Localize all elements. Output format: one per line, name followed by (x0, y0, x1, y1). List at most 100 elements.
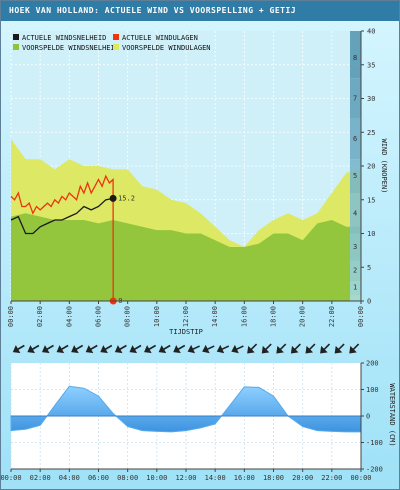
arrow-icon (173, 344, 186, 354)
tide-x-tick-label: 02:00 (30, 474, 51, 482)
legend-entry: VOORSPELDE WINDSNELHEID (22, 44, 119, 52)
beaufort-tick-label: 1 (353, 284, 357, 292)
wind-x-tick-label: 18:00 (270, 306, 278, 327)
wind-x-tick-label: 00:00 (7, 306, 15, 327)
arrow-shape (85, 344, 98, 354)
arrow-icon (276, 343, 287, 354)
arrow-shape (173, 344, 186, 354)
legend: ACTUELE WINDSNELHEID ACTUELE WINDULAGENVO… (13, 34, 211, 52)
wind-y-tick-label: 30 (367, 95, 375, 103)
tide-x-tick-label: 14:00 (205, 474, 226, 482)
tide-y-tick-label: 200 (366, 360, 379, 368)
arrow-shape (27, 344, 40, 354)
arrow-icon (12, 344, 25, 354)
arrow-shape (334, 343, 345, 354)
arrow-icon (216, 344, 230, 354)
arrow-icon (305, 343, 316, 354)
arrow-icon (27, 344, 40, 354)
arrow-icon (71, 344, 84, 354)
wind-y-tick-label: 35 (367, 61, 375, 69)
tide-area (10, 385, 362, 433)
current-speed-point (109, 194, 117, 202)
arrow-icon (320, 343, 331, 354)
arrow-icon (261, 343, 272, 354)
arrow-icon (56, 344, 69, 354)
wind-x-tick-label: 20:00 (299, 306, 307, 327)
wind-x-tick-label: 00:00 (357, 306, 365, 327)
tide-x-tick-label: 08:00 (117, 474, 138, 482)
arrow-icon (290, 343, 301, 354)
tide-y-tick-label: 100 (366, 386, 379, 394)
wind-y-tick-label: 10 (367, 230, 375, 238)
actual-gust-line (10, 174, 114, 302)
beaufort-scale: 1 2 3 4 5 6 7 8 (350, 31, 361, 301)
arrow-shape (216, 344, 230, 354)
arrow-shape (41, 344, 54, 354)
wind-x-tick-label: 04:00 (65, 306, 73, 327)
beaufort-band (350, 78, 361, 119)
arrow-shape (349, 343, 360, 354)
tide-x-tick-label: 16:00 (234, 474, 255, 482)
beaufort-tick-label: 6 (353, 135, 357, 143)
arrow-shape (100, 344, 113, 354)
wind-x-tick-label: 22:00 (328, 306, 336, 327)
tide-x-tick-label: 18:00 (263, 474, 284, 482)
legend-square-marker-icon (113, 44, 119, 50)
wind-x-tick-label: 14:00 (211, 306, 219, 327)
tide-x-tick-label: 00:00 (1, 474, 22, 482)
arrow-icon (187, 344, 200, 354)
legend-square-marker-icon (113, 34, 119, 40)
arrow-icon (144, 344, 157, 354)
wind-axes: 00:00 02:00 04:00 06:00 08:00 10:00 12:00 14:00… (7, 28, 388, 337)
tide-y-axis-label: WATERSTAND (CM) (388, 383, 396, 446)
beaufort-band (350, 193, 361, 234)
wind-x-tick-label: 06:00 (95, 306, 103, 327)
actual-speed-line (10, 197, 114, 235)
beaufort-tick-label: 3 (353, 243, 357, 251)
arrow-icon (100, 344, 113, 354)
wind-x-tick-label: 02:00 (36, 306, 44, 327)
wind-x-tick-label: 08:00 (124, 306, 132, 327)
arrow-shape (320, 343, 331, 354)
arrow-shape (305, 343, 316, 354)
arrow-shape (276, 343, 287, 354)
beaufort-tick-label: 8 (353, 54, 357, 62)
wind-x-tick-label: 12:00 (182, 306, 190, 327)
arrow-shape (56, 344, 69, 354)
legend-entry: ACTUELE WINDULAGEN (122, 34, 198, 42)
arrow-shape (231, 344, 244, 354)
legend-square-marker-icon (13, 34, 19, 40)
legend-entry: VOORSPELDE WINDULAGEN (122, 44, 211, 52)
tide-x-tick-label: 10:00 (146, 474, 167, 482)
arrow-shape (129, 344, 142, 354)
arrow-shape (290, 343, 301, 354)
arrow-icon (114, 344, 127, 354)
tide-y-tick-label: -100 (366, 439, 383, 447)
wind-direction-arrows (12, 343, 360, 354)
arrow-shape (187, 344, 200, 354)
beaufort-band (350, 159, 361, 193)
arrow-icon (41, 344, 54, 354)
wind-x-axis-label: TIJDSTIP (169, 328, 203, 336)
wind-y-axis-label: WIND (KNOPEN) (380, 139, 388, 194)
beaufort-band (350, 233, 361, 261)
wind-y-tick-label: 15 (367, 196, 375, 204)
tide-y-tick-label: 0 (366, 413, 370, 421)
arrow-icon (129, 344, 142, 354)
beaufort-tick-label: 2 (353, 267, 357, 275)
wind-x-tick-label: 10:00 (153, 306, 161, 327)
wind-line-layers: 15.20 (10, 174, 135, 305)
arrow-shape (261, 343, 272, 354)
arrow-icon (334, 343, 345, 354)
tide-x-tick-label: 04:00 (59, 474, 80, 482)
beaufort-band (350, 294, 361, 301)
legend-square-marker-icon (13, 44, 19, 50)
arrow-shape (71, 344, 84, 354)
title-bar: HOEK VAN HOLLAND: ACTUELE WIND VS VOORSP… (1, 1, 399, 21)
arrow-shape (12, 344, 25, 354)
wind-y-tick-label: 5 (367, 264, 371, 272)
arrow-shape (114, 344, 127, 354)
arrow-icon (349, 343, 360, 354)
beaufort-band (350, 31, 361, 79)
